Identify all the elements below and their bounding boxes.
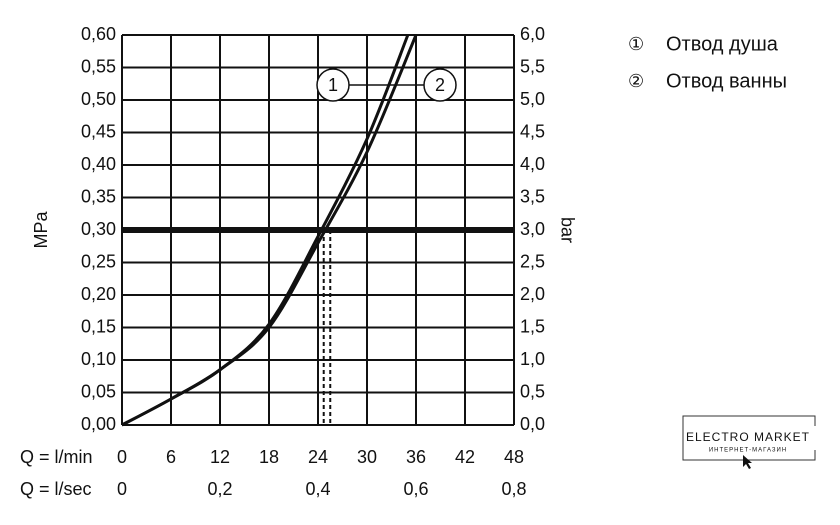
x-tick-label: 0 [117,447,127,467]
legend-label: Отвод ванны [666,70,787,92]
y2-tick-label: 4,0 [520,154,545,174]
curve-label: 1 [328,75,338,95]
y2-tick-label: 5,0 [520,89,545,109]
y2-tick-label: 2,0 [520,284,545,304]
curve-label-circle [316,68,350,102]
y-tick-label: 0,55 [81,56,116,76]
y-tick-label: 0,05 [81,381,116,401]
x-tick-label: 36 [406,447,426,467]
x-tick-label: 42 [455,447,475,467]
logo-title: ELECTRO MARKET [686,430,810,444]
logo-subtitle: ИНТЕРНЕТ-МАГАЗИН [709,448,787,454]
y2-tick-label: 3,5 [520,186,545,206]
x-tick-label: 24 [308,447,328,467]
y2-tick-label: 4,5 [520,121,545,141]
y-tick-label: 0,45 [81,121,116,141]
x2-tick-label: 0,6 [403,479,428,499]
legend-marker: ① [628,34,644,54]
series-line [121,34,418,427]
y2-tick-label: 1,0 [520,349,545,369]
logo-bg [686,426,822,450]
y-tick-label: 0,50 [81,89,116,109]
y2-axis-label: bar [557,217,577,243]
y-tick-label: 0,40 [81,154,116,174]
y-tick-label: 0,30 [81,219,116,239]
x2-tick-label: 0 [117,479,127,499]
x2-tick-label: 0,8 [501,479,526,499]
x2-tick-label: 0,4 [305,479,330,499]
y-axis-label: MPa [31,211,51,249]
legend-marker: ② [628,71,644,91]
y2-tick-label: 1,5 [520,316,545,336]
x-tick-label: 30 [357,447,377,467]
y2-tick-label: 0,5 [520,381,545,401]
y-tick-label: 0,20 [81,284,116,304]
x-tick-label: 6 [166,447,176,467]
y-tick-label: 0,15 [81,316,116,336]
x2-axis-label: Q = l/sec [20,479,92,499]
y2-tick-label: 5,5 [520,56,545,76]
x-tick-label: 12 [210,447,230,467]
curve-label: 2 [435,75,445,95]
y-tick-label: 0,10 [81,349,116,369]
y2-tick-label: 6,0 [520,24,545,44]
logo-cursor [743,455,752,469]
x-tick-label: 18 [259,447,279,467]
x2-tick-label: 0,2 [207,479,232,499]
y-tick-label: 0,25 [81,251,116,271]
y-tick-label: 0,60 [81,24,116,44]
y2-tick-label: 2,5 [520,251,545,271]
y-tick-label: 0,35 [81,186,116,206]
y2-tick-label: 3,0 [520,219,545,239]
x-axis-label: Q = l/min [20,447,93,467]
legend-label: Отвод душа [666,33,779,55]
x-tick-label: 48 [504,447,524,467]
y2-tick-label: 0,0 [520,414,545,434]
curve-label-circle [423,68,457,102]
y-tick-label: 0,00 [81,414,116,434]
